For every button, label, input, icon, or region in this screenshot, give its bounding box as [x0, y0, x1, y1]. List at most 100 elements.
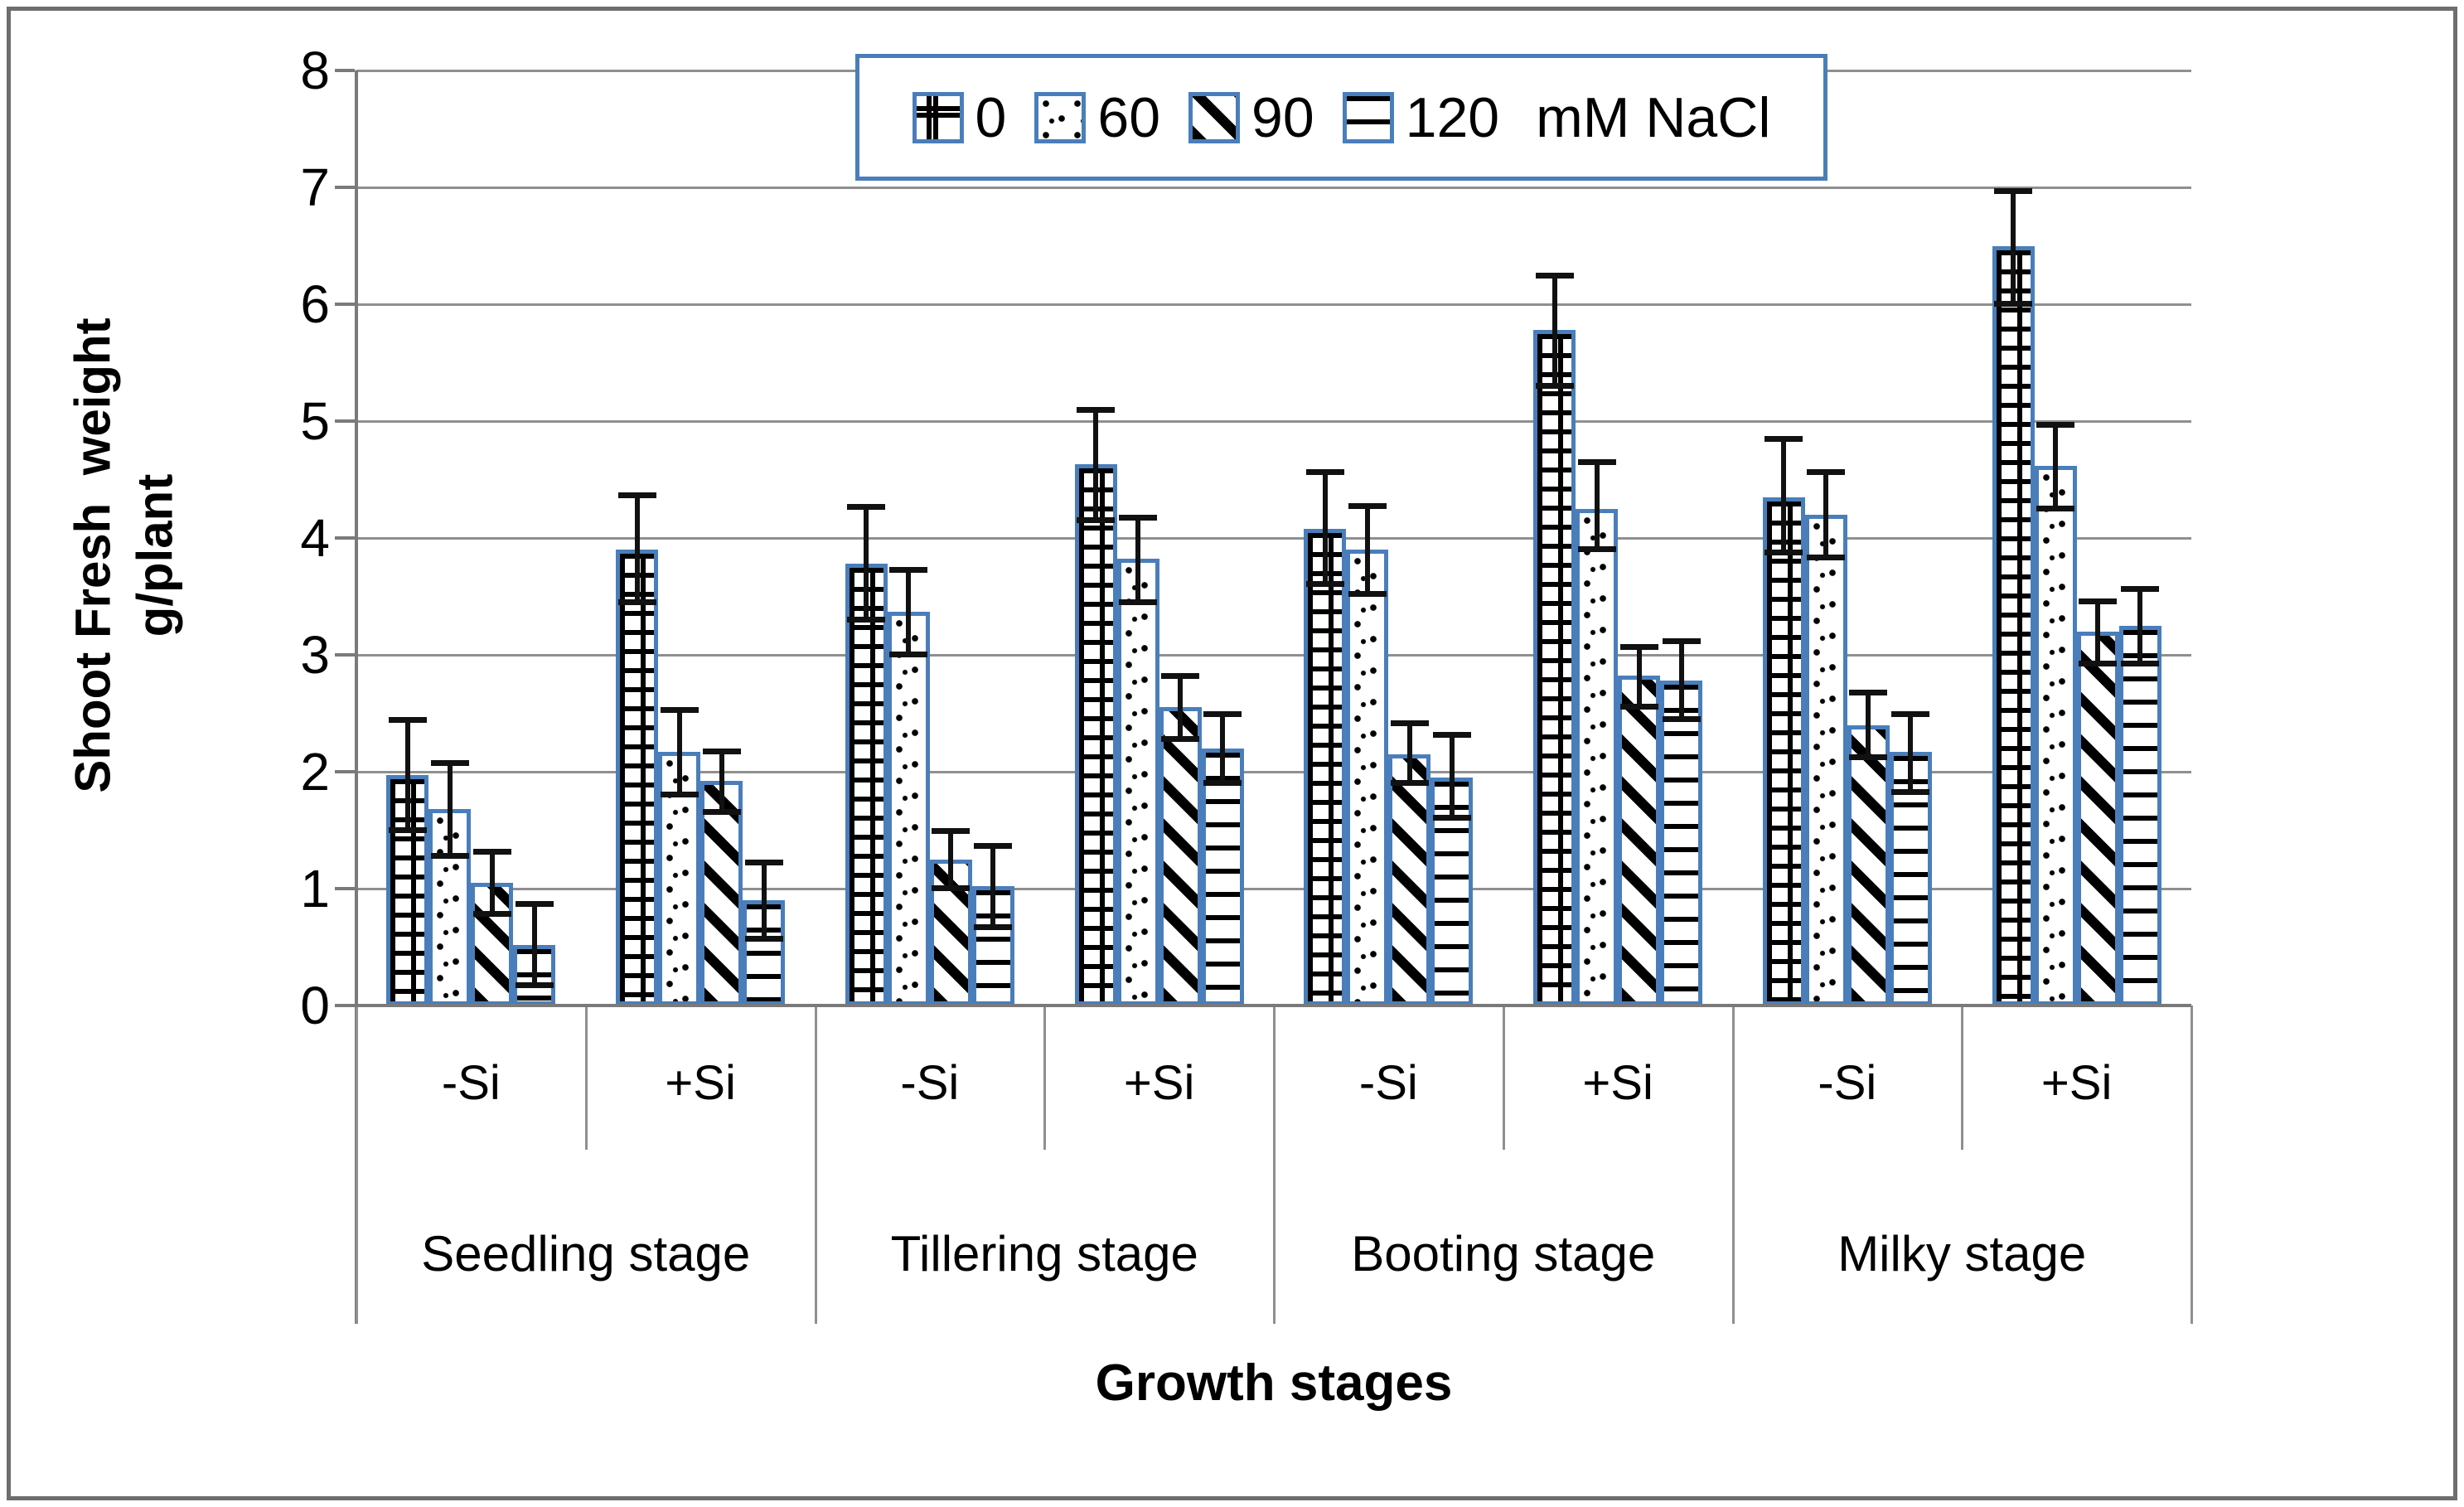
si-group-label: +Si [1123, 1056, 1195, 1110]
y-tick-label: 0 [300, 976, 330, 1035]
error-bar-cap-top [515, 901, 554, 908]
bar-tillering-pSi-120mM [1201, 748, 1244, 1005]
error-bar-stem [1678, 641, 1684, 720]
error-bar-cap-top [1161, 673, 1200, 680]
bar-booting-pSi-90mM [1618, 676, 1661, 1005]
stage-divider [1731, 1005, 1735, 1324]
bar-milky-mSi-60mM [1804, 514, 1847, 1005]
legend-item: 60 [1034, 90, 1160, 146]
y-tick-label: 4 [300, 508, 330, 568]
error-bar-cap-bottom [1849, 754, 1888, 761]
stage-label: Booting stage [1351, 1226, 1656, 1282]
bar-tillering-mSi-0mM [845, 564, 888, 1005]
figure-border [7, 7, 2457, 1500]
bar-tillering-mSi-120mM [971, 886, 1014, 1005]
si-group-label: +Si [2040, 1056, 2113, 1110]
error-bar-cap-top [2036, 422, 2075, 429]
horizontal-lines-icon [1342, 91, 1394, 143]
error-bar-cap-top [1891, 710, 1930, 717]
error-bar-cap-bottom [1203, 780, 1242, 787]
error-bar-cap-bottom [1305, 581, 1344, 588]
error-bar-cap-top [1619, 644, 1658, 651]
bar-booting-mSi-90mM [1388, 754, 1431, 1005]
y-axis-line [355, 70, 358, 1324]
error-bar-cap-bottom [1662, 715, 1701, 722]
error-bar-stem [531, 904, 537, 986]
bar-milky-pSi-0mM [1992, 245, 2035, 1005]
si-group-label: -Si [441, 1056, 501, 1110]
error-bar-stem [447, 762, 453, 856]
error-bar-cap-bottom [1535, 382, 1574, 389]
error-bar-cap-bottom [472, 911, 511, 918]
error-bar-cap-top [660, 707, 699, 714]
diagonal-stripes-icon [1188, 91, 1241, 143]
bar-milky-mSi-0mM [1762, 497, 1805, 1005]
bar-milky-mSi-120mM [1889, 752, 1932, 1005]
error-bar-cap-top [702, 748, 741, 754]
bar-tillering-pSi-0mM [1074, 464, 1117, 1005]
error-bar-cap-bottom [1390, 780, 1429, 787]
error-bar-cap-top [1535, 272, 1574, 279]
bar-tillering-pSi-60mM [1116, 559, 1159, 1005]
error-bar-cap-bottom [1119, 598, 1158, 605]
error-bar-stem [2095, 601, 2101, 665]
error-bar-stem [719, 750, 724, 813]
error-bar-cap-top [1119, 514, 1158, 521]
error-bar-cap-bottom [1577, 546, 1616, 553]
gridline [356, 420, 2191, 423]
error-bar-stem [1364, 505, 1370, 594]
error-bar-cap-top [430, 759, 469, 766]
bar-milky-pSi-120mM [2118, 625, 2161, 1005]
error-bar-stem [1866, 692, 1871, 758]
error-bar-cap-top [1305, 468, 1344, 475]
error-bar-stem [1178, 676, 1184, 739]
bar-booting-pSi-0mM [1533, 330, 1576, 1005]
error-bar-cap-top [1994, 188, 2033, 195]
legend-label: 90 [1251, 85, 1314, 149]
error-bar-cap-bottom [974, 923, 1013, 930]
error-bar-cap-bottom [1994, 301, 2033, 307]
bar-seedling-mSi-0mM [386, 775, 429, 1005]
error-bar-stem [2011, 191, 2016, 304]
legend-units-label: mM NaCl [1536, 85, 1771, 149]
error-bar-stem [1220, 713, 1226, 784]
si-group-label: -Si [1818, 1056, 1877, 1110]
gridline [356, 303, 2191, 306]
error-bar-stem [1551, 274, 1557, 386]
error-bar-cap-top [1203, 710, 1242, 717]
gridline [356, 187, 2191, 189]
error-bar-stem [1908, 713, 1914, 793]
error-bar-stem [1594, 462, 1600, 550]
error-bar-stem [676, 710, 682, 796]
legend: 0 60 90 120 mM NaCl [855, 54, 1827, 181]
error-bar-cap-top [388, 716, 427, 723]
error-bar-cap-bottom [1432, 815, 1471, 821]
error-bar-cap-bottom [430, 852, 469, 859]
y-axis-title: Shoot Fresh weight g/plant [25, 290, 224, 821]
bar-seedling-pSi-90mM [700, 781, 743, 1005]
bar-booting-pSi-120mM [1660, 681, 1703, 1005]
y-axis-tick [335, 653, 355, 657]
error-bar-cap-bottom [2121, 661, 2160, 667]
stage-label: Seedling stage [421, 1226, 751, 1282]
error-bar-cap-bottom [2036, 505, 2075, 511]
y-tick-label: 6 [300, 274, 330, 334]
error-bar-stem [948, 830, 954, 889]
error-bar-cap-bottom [702, 809, 741, 816]
error-bar-cap-top [1077, 406, 1116, 413]
error-bar-stem [990, 845, 996, 928]
error-bar-stem [1449, 734, 1455, 819]
stage-divider [1273, 1005, 1276, 1324]
legend-label: 0 [975, 85, 1007, 149]
error-bar-cap-top [847, 503, 886, 510]
stage-divider [2190, 1005, 2193, 1324]
error-bar-cap-bottom [1807, 554, 1846, 560]
error-bar-cap-top [744, 859, 783, 865]
stage-divider [814, 1005, 817, 1324]
si-divider [1961, 1005, 1964, 1150]
y-axis-tick [335, 536, 355, 540]
error-bar-cap-bottom [388, 826, 427, 833]
bar-booting-mSi-0mM [1304, 528, 1347, 1005]
bar-milky-pSi-60mM [2034, 465, 2077, 1005]
